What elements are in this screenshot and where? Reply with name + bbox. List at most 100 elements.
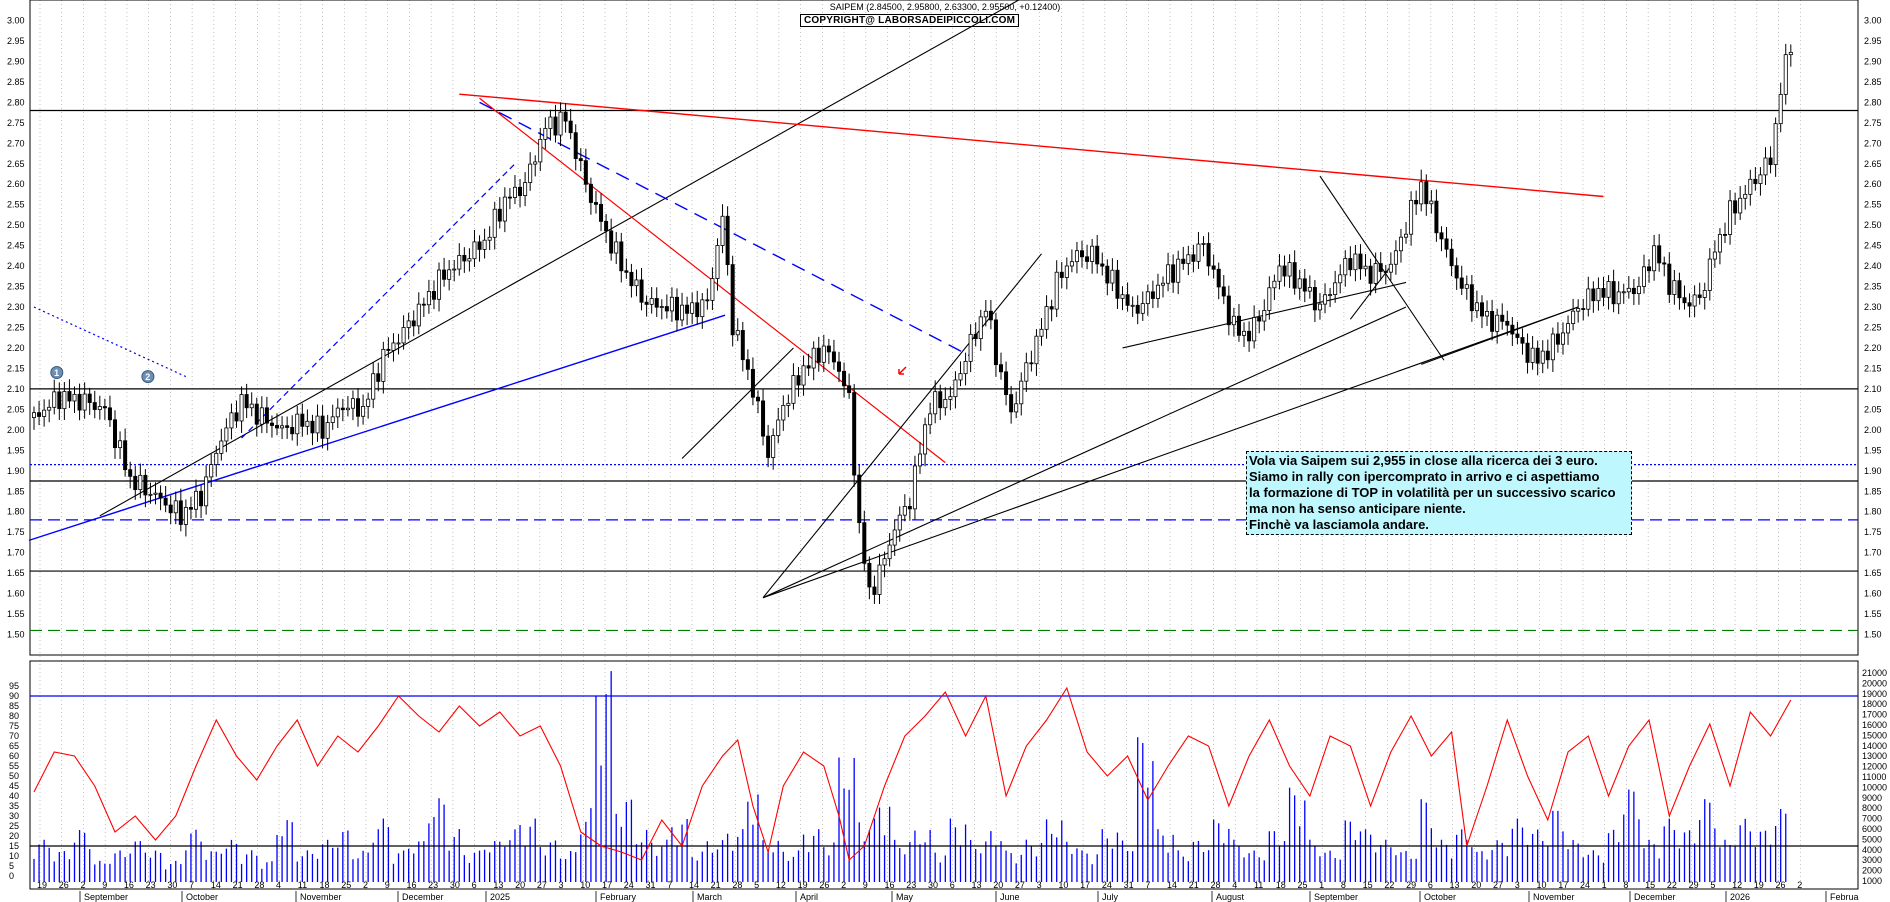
candle-body — [477, 241, 482, 250]
candle-body — [755, 396, 760, 402]
price-tick-label-right: 2.10 — [1864, 384, 1882, 394]
rsi-tick-label: 95 — [9, 681, 19, 691]
price-tick-label-left: 2.10 — [7, 384, 25, 394]
candle-body — [1272, 280, 1277, 289]
day-tick-label: 7 — [189, 880, 194, 890]
day-tick-label: 8 — [1623, 880, 1628, 890]
candle-body — [401, 327, 406, 344]
day-tick-label: 19 — [37, 880, 47, 890]
candle-body — [553, 116, 558, 136]
candle-body — [366, 398, 371, 407]
candle-body — [953, 379, 958, 398]
month-tick-label: February — [600, 892, 637, 902]
candle-body — [1044, 306, 1049, 330]
volume-axis-right: 2100020000190001800017000160001500014000… — [1862, 668, 1887, 886]
candle-body — [1560, 332, 1565, 345]
candle-body — [234, 412, 239, 422]
day-tick-label: 17 — [1558, 880, 1568, 890]
candle-body — [1014, 403, 1019, 413]
price-tick-label-left: 1.55 — [7, 609, 25, 619]
candle-body — [123, 440, 128, 471]
rsi-tick-label: 70 — [9, 731, 19, 741]
candle-body — [482, 239, 487, 250]
candle-body — [153, 492, 158, 495]
day-tick-label: 28 — [1211, 880, 1221, 890]
candle-body — [67, 391, 72, 402]
ohlc-header: SAIPEM (2.84500, 2.95800, 2.63300, 2.955… — [829, 2, 1061, 12]
candle-body — [1555, 333, 1560, 345]
day-tick-label: 27 — [1493, 880, 1503, 890]
candle-body — [791, 375, 796, 404]
trendline — [459, 93, 1604, 198]
day-tick-label: 7 — [1145, 880, 1150, 890]
marker-circle — [50, 366, 64, 380]
candle-body — [715, 245, 720, 279]
candle-body — [1393, 250, 1398, 265]
candle-body — [275, 425, 280, 429]
copyright-label: COPYRIGHT@ LABORSADEIPICCOLI.COM — [800, 14, 1020, 27]
candle-body — [836, 361, 841, 372]
price-tick-label-left: 1.75 — [7, 527, 25, 537]
candle-body — [42, 409, 47, 417]
candle-body — [1211, 265, 1216, 270]
candle-body — [690, 302, 695, 314]
volume-tick-label: 18000 — [1862, 699, 1887, 709]
day-tick-label: 30 — [450, 880, 460, 890]
day-tick-label: 10 — [580, 880, 590, 890]
candle-body — [1206, 243, 1211, 267]
candle-body — [107, 407, 112, 421]
candle-body — [1783, 54, 1788, 95]
candle-body — [1728, 200, 1733, 235]
candle-body — [431, 291, 436, 300]
day-tick-label: 18 — [1276, 880, 1286, 890]
volume-tick-label: 3000 — [1862, 855, 1882, 865]
price-tick-label-left: 2.30 — [7, 302, 25, 312]
candle-body — [1606, 281, 1611, 298]
month-tick-label: March — [697, 892, 722, 902]
marker-label: 2 — [145, 372, 150, 382]
candle-body — [462, 255, 467, 262]
month-tick-label: August — [1216, 892, 1245, 902]
candle-body — [1252, 317, 1257, 342]
candle-body — [761, 400, 766, 437]
price-tick-label-left: 2.65 — [7, 159, 25, 169]
day-tick-label: 10 — [1058, 880, 1068, 890]
candle-body — [1788, 51, 1793, 56]
candle-body — [128, 469, 133, 477]
candle-body — [194, 490, 199, 510]
price-tick-label-left: 2.20 — [7, 343, 25, 353]
candle-body — [786, 402, 791, 406]
trendline — [28, 314, 726, 542]
rsi-tick-label: 10 — [9, 851, 19, 861]
day-tick-label: 6 — [1428, 880, 1433, 890]
volume-tick-label: 10000 — [1862, 782, 1887, 792]
candle-body — [654, 298, 659, 308]
candle-body — [1469, 284, 1474, 312]
candle-body — [578, 158, 583, 162]
candle-body — [178, 500, 183, 525]
day-tick-label: 20 — [515, 880, 525, 890]
candle-body — [1753, 178, 1758, 184]
oscillator-panel — [29, 660, 1859, 890]
note-line: ma non ha senso anticipare niente. — [1249, 501, 1466, 516]
day-tick-label: 19 — [1754, 880, 1764, 890]
day-tick-label: 24 — [1580, 880, 1590, 890]
candle-body — [300, 413, 305, 427]
candle-body — [882, 558, 887, 566]
candle-body — [852, 392, 857, 476]
trendline — [99, 0, 1019, 517]
rsi-tick-label: 40 — [9, 791, 19, 801]
candle-body — [634, 279, 639, 287]
candle-body — [447, 269, 452, 280]
day-tick-label: 25 — [1297, 880, 1307, 890]
volume-tick-label: 12000 — [1862, 762, 1887, 772]
month-tick-label: September — [84, 892, 128, 902]
rsi-tick-label: 60 — [9, 751, 19, 761]
candle-body — [1317, 303, 1322, 311]
candle-body — [1100, 263, 1105, 267]
candle-body — [1388, 263, 1393, 273]
month-tick-label: September — [1314, 892, 1358, 902]
candle-body — [821, 345, 826, 363]
candle-body — [442, 269, 447, 280]
